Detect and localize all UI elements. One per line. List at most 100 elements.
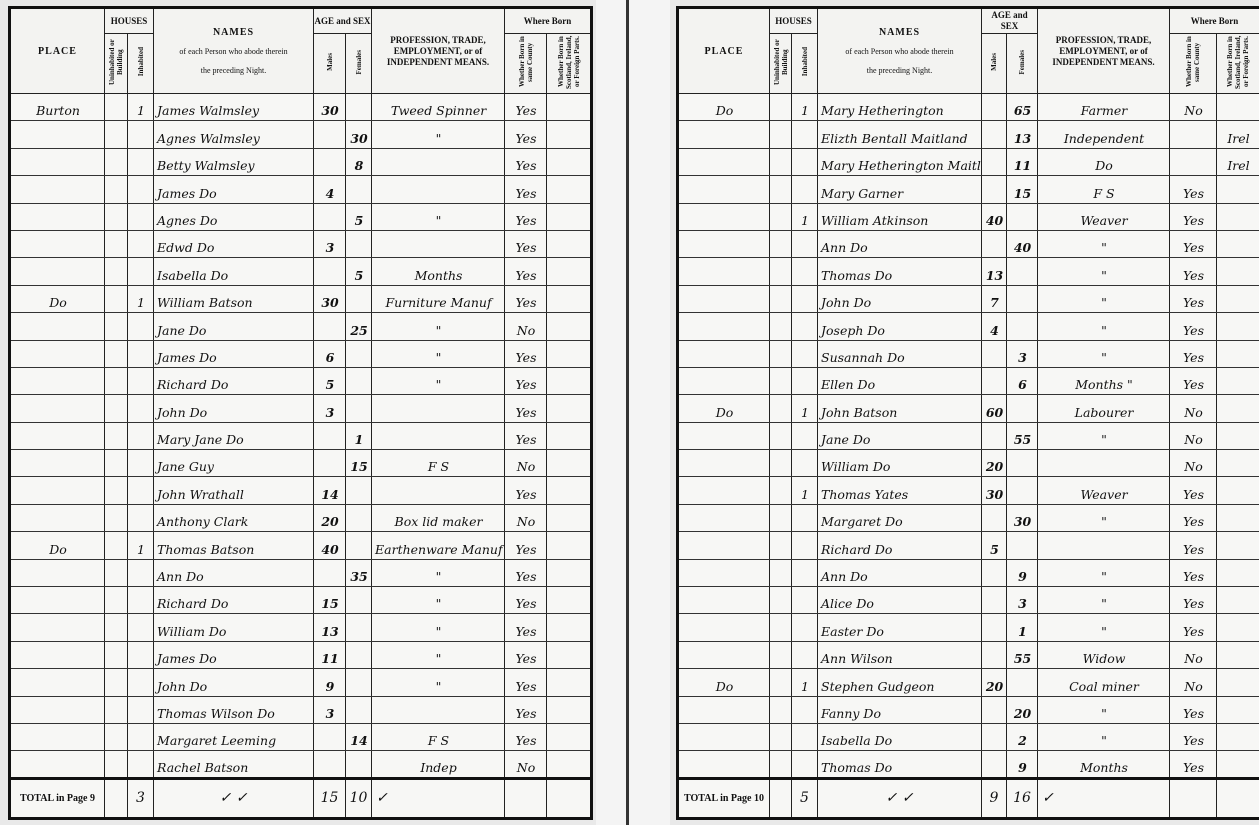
cell-inhabited xyxy=(126,559,155,588)
cell-inhabited xyxy=(790,312,819,341)
cell-age-male xyxy=(313,723,347,752)
cell-born-foreign xyxy=(546,175,593,204)
cell-age-female: 30 xyxy=(1006,504,1039,533)
cell-born-county: No xyxy=(1169,394,1218,423)
cell-name: John Do xyxy=(153,668,315,697)
cell-inhabited: 1 xyxy=(790,668,819,697)
cell-place xyxy=(9,120,105,149)
cell-profession: " xyxy=(371,120,506,149)
cell-born-foreign xyxy=(546,285,593,314)
cell-born-county: Yes xyxy=(504,367,548,396)
cell-inhabited xyxy=(126,203,155,231)
cell-inhabited xyxy=(790,230,819,259)
cell-uninhabited xyxy=(769,148,792,177)
cell-born-county: No xyxy=(504,750,548,779)
cell-profession: Farmer xyxy=(1037,93,1171,122)
cell-profession: Widow xyxy=(1037,641,1171,670)
names-subtitle: of each Person who abode therein xyxy=(845,46,954,56)
header-label: Males xyxy=(325,53,334,71)
cell-name: Thomas Do xyxy=(817,750,983,779)
cell-age-female: 13 xyxy=(1006,120,1039,149)
cell-place: Do xyxy=(677,93,770,122)
cell-age-male xyxy=(981,504,1008,533)
header-males: Males xyxy=(313,32,347,95)
header-label: Whether Born in Scotland, Ireland, or Fo… xyxy=(556,35,581,89)
cell-born-foreign xyxy=(546,257,593,286)
header-males: Males xyxy=(981,32,1008,95)
cell-uninhabited xyxy=(769,93,792,122)
header-label: Inhabited xyxy=(136,47,145,77)
cell-inhabited xyxy=(790,257,819,286)
table-row: Do 1 William Batson 30 Furniture Manuf Yes xyxy=(9,285,593,314)
cell-born-county: Yes xyxy=(1169,696,1218,725)
cell-place xyxy=(9,340,105,368)
cell-place xyxy=(677,203,770,231)
cell-age-female: 35 xyxy=(345,559,373,588)
cell-place xyxy=(9,148,105,177)
cell-inhabited xyxy=(126,723,155,752)
table-row: Richard Do 5 " Yes xyxy=(9,367,593,396)
cell-uninhabited xyxy=(104,394,128,423)
cell-inhabited xyxy=(126,175,155,204)
cell-born-foreign xyxy=(546,449,593,478)
cell-profession: " xyxy=(1037,257,1171,286)
cell-born-foreign xyxy=(546,148,593,177)
cell-age-female xyxy=(1006,257,1039,286)
header-names: NAMES of each Person who abode therein the… xyxy=(153,6,315,95)
cell-place xyxy=(9,257,105,286)
header-label: Inhabited xyxy=(800,47,809,77)
header-inhabited: Inhabited xyxy=(126,32,155,95)
cell-profession: Do xyxy=(1037,148,1171,177)
cell-age-female xyxy=(1006,312,1039,341)
cell-born-foreign xyxy=(1216,613,1259,642)
cell-born-county: Yes xyxy=(1169,586,1218,615)
cell-name: James Walmsley xyxy=(153,93,315,122)
cell-born-foreign xyxy=(546,120,593,149)
cell-name: Mary Hetherington xyxy=(817,93,983,122)
cell-name: Mary Hetherington Maitland xyxy=(817,148,983,177)
cell-place xyxy=(9,203,105,231)
cell-uninhabited xyxy=(104,422,128,451)
cell-born-county: Yes xyxy=(504,531,548,560)
table-row: Do 1 Stephen Gudgeon 20 Coal miner No xyxy=(677,668,1259,697)
header-place: PLACE xyxy=(677,6,770,95)
cell-born-foreign xyxy=(1216,449,1259,478)
cell-name: Ann Do xyxy=(153,559,315,588)
cell-born-foreign xyxy=(1216,230,1259,259)
cell-place xyxy=(9,476,105,505)
table-row: Richard Do 15 " Yes xyxy=(9,586,593,615)
cell-place xyxy=(9,504,105,533)
cell-born-county: Yes xyxy=(504,285,548,314)
cell-age-female: 9 xyxy=(1006,750,1039,779)
cell-profession: " xyxy=(371,559,506,588)
cell-name: Rachel Batson xyxy=(153,750,315,779)
cell-place xyxy=(9,394,105,423)
table-row: Burton 1 James Walmsley 30 Tweed Spinner Yes xyxy=(9,93,593,122)
cell-age-female xyxy=(345,367,373,396)
table-row: Ann Do 35 " Yes xyxy=(9,559,593,588)
cell-born-county: Yes xyxy=(504,148,548,177)
cell-name: Isabella Do xyxy=(817,723,983,752)
cell-born-county: No xyxy=(1169,641,1218,670)
cell-born-foreign xyxy=(1216,203,1259,231)
cell-age-male xyxy=(981,175,1008,204)
cell-age-male xyxy=(981,367,1008,396)
table-row: Jane Do 25 " No xyxy=(9,312,593,341)
cell-age-male xyxy=(313,422,347,451)
cell-born-foreign xyxy=(546,641,593,670)
cell-age-male xyxy=(313,120,347,149)
table-row: Margaret Do 30 " Yes xyxy=(677,504,1259,533)
cell-inhabited xyxy=(790,120,819,149)
table-row: James Do 6 " Yes xyxy=(9,340,593,368)
total-row: TOTAL in Page 9 3 ✓ ✓ 15 10 ✓ xyxy=(9,776,593,820)
cell-uninhabited xyxy=(769,340,792,368)
cell-place xyxy=(9,367,105,396)
cell-age-female: 55 xyxy=(1006,641,1039,670)
cell-born-county: No xyxy=(1169,93,1218,122)
cell-age-male: 5 xyxy=(313,367,347,396)
cell-profession: Coal miner xyxy=(1037,668,1171,697)
cell-born-foreign xyxy=(1216,668,1259,697)
cell-age-female: 2 xyxy=(1006,723,1039,752)
cell-born-foreign xyxy=(546,422,593,451)
cell-uninhabited xyxy=(104,340,128,368)
